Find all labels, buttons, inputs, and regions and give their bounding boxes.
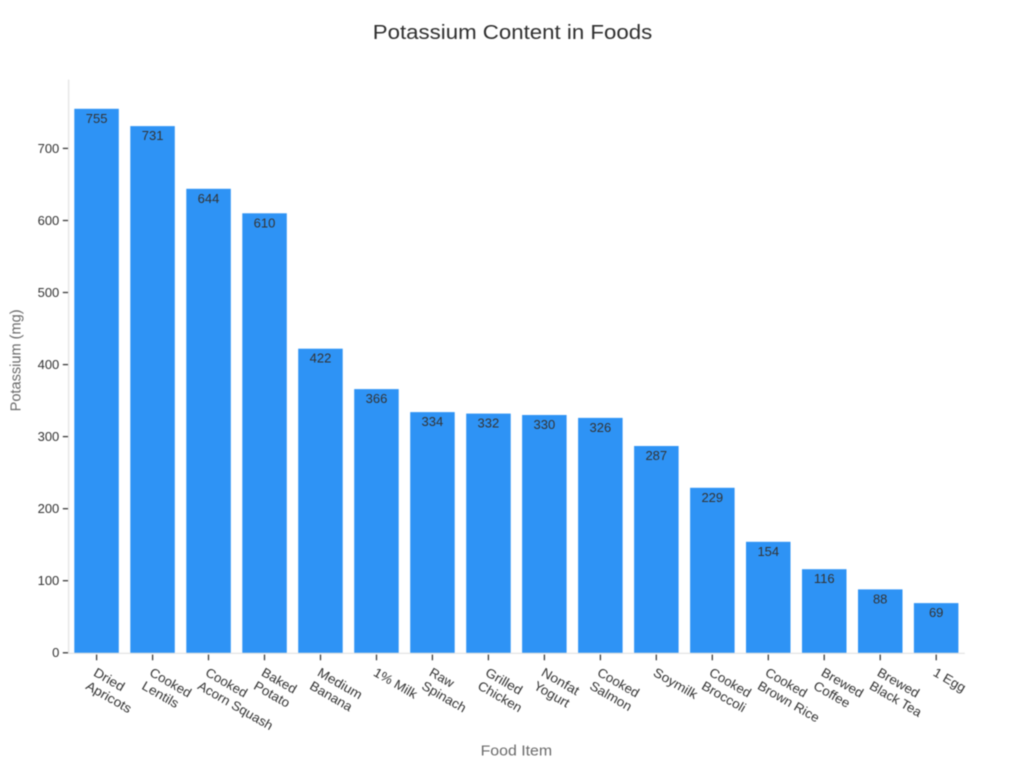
svg-text:500: 500: [38, 285, 60, 300]
svg-text:0: 0: [52, 645, 59, 660]
svg-text:366: 366: [366, 391, 388, 406]
svg-text:116: 116: [814, 571, 835, 586]
svg-text:69: 69: [929, 605, 943, 620]
svg-text:88: 88: [873, 591, 887, 606]
svg-text:600: 600: [38, 213, 60, 228]
svg-text:229: 229: [701, 490, 723, 505]
svg-text:422: 422: [310, 351, 332, 366]
svg-text:731: 731: [142, 128, 164, 143]
svg-text:400: 400: [38, 357, 60, 372]
svg-text:300: 300: [38, 429, 60, 444]
svg-text:154: 154: [757, 544, 779, 559]
svg-text:326: 326: [590, 420, 612, 435]
svg-text:334: 334: [422, 414, 444, 429]
svg-text:Food Item: Food Item: [481, 743, 552, 759]
svg-text:332: 332: [478, 416, 500, 431]
svg-text:700: 700: [38, 141, 60, 156]
svg-text:200: 200: [38, 501, 60, 516]
svg-text:287: 287: [645, 448, 667, 463]
svg-text:100: 100: [38, 573, 60, 588]
svg-text:755: 755: [86, 111, 108, 126]
svg-text:610: 610: [254, 215, 276, 230]
svg-text:330: 330: [534, 417, 556, 432]
svg-text:644: 644: [198, 191, 220, 206]
svg-text:Potassium Content in Foods: Potassium Content in Foods: [373, 22, 652, 44]
svg-text:Potassium (mg): Potassium (mg): [9, 309, 25, 411]
